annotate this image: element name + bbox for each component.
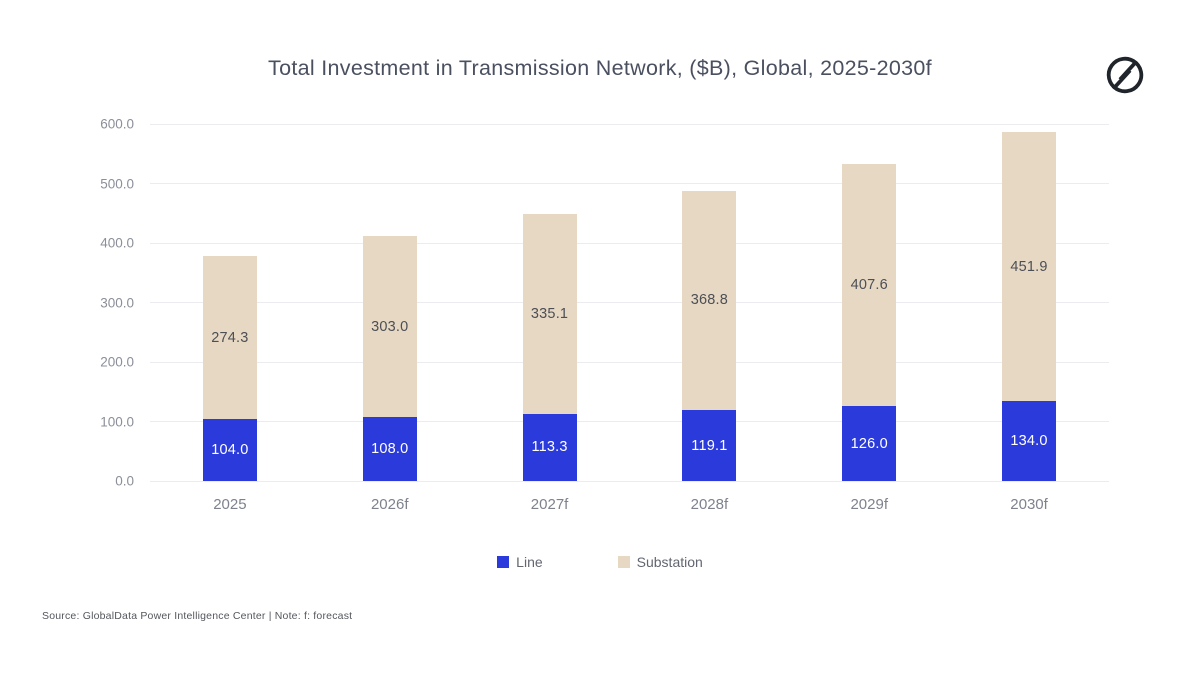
bar-segment-line-2029f: 126.0 xyxy=(842,406,897,481)
y-tick-label: 400.0 xyxy=(100,235,134,251)
bar-segment-substation-2029f: 407.6 xyxy=(842,163,897,407)
x-tick-label-2028f: 2028f xyxy=(690,496,729,513)
gridline-400 xyxy=(150,242,1109,244)
legend-item-substation: Substation xyxy=(617,554,703,570)
bar-segment-line-2025: 104.0 xyxy=(202,419,257,481)
bar-segment-line-2027f: 113.3 xyxy=(522,413,577,481)
x-tick-label-2025: 2025 xyxy=(213,496,247,513)
x-tick-label-2029f: 2029f xyxy=(850,496,888,513)
gridline-0 xyxy=(150,480,1109,482)
value-label-line-2029f: 126.0 xyxy=(850,435,888,452)
chart-legend: Line Substation xyxy=(0,554,1200,570)
value-label-line-2025: 104.0 xyxy=(211,442,249,459)
legend-item-line: Line xyxy=(497,554,543,570)
bar-segment-substation-2030f: 451.9 xyxy=(1002,132,1057,402)
value-label-substation-2029f: 407.6 xyxy=(850,276,888,293)
bar-2027f: 335.1 113.3 xyxy=(470,124,630,481)
value-label-line-2026f: 108.0 xyxy=(371,440,409,457)
bar-segment-substation-2027f: 335.1 xyxy=(522,214,577,414)
gridline-300 xyxy=(150,302,1109,303)
bars-container: 274.3 104.0 303.0 108.0 335.1 113.3 368.8 119.1… xyxy=(150,124,1109,481)
x-axis-labels: 2025 2026f 2027f 2028f 2029f 2030f xyxy=(150,496,1109,516)
bar-segment-line-2026f: 108.0 xyxy=(362,416,417,481)
x-tick-label-2030f: 2030f xyxy=(1010,496,1048,513)
value-label-line-2028f: 119.1 xyxy=(691,437,728,454)
gridline-100 xyxy=(150,421,1109,422)
bar-segment-substation-2028f: 368.8 xyxy=(682,190,737,411)
gridline-200 xyxy=(150,361,1109,363)
value-label-substation-2027f: 335.1 xyxy=(530,305,569,322)
value-label-line-2030f: 134.0 xyxy=(1010,433,1048,450)
bar-segment-substation-2025: 274.3 xyxy=(202,255,257,420)
bar-2029f: 407.6 126.0 xyxy=(789,124,949,481)
x-tick-label-2026f: 2026f xyxy=(370,496,409,513)
y-tick-label: 200.0 xyxy=(100,354,134,370)
y-tick-label: 0.0 xyxy=(115,473,134,489)
legend-label-substation: Substation xyxy=(636,554,703,570)
plot-area: 0.0 100.0 200.0 300.0 400.0 500.0 600.0 274.3 10… xyxy=(100,117,1109,489)
gridline-600 xyxy=(150,123,1109,125)
value-label-line-2027f: 113.3 xyxy=(531,439,568,456)
bar-segment-line-2028f: 119.1 xyxy=(682,410,737,481)
bar-2026f: 303.0 108.0 xyxy=(310,124,470,481)
globaldata-logo-icon xyxy=(1104,54,1146,96)
bar-2025: 274.3 104.0 xyxy=(150,124,310,481)
value-label-substation-2026f: 303.0 xyxy=(371,318,409,335)
legend-label-line: Line xyxy=(516,554,543,570)
chart-title: Total Investment in Transmission Network… xyxy=(268,56,932,80)
y-tick-label: 600.0 xyxy=(100,116,134,132)
gridline-500 xyxy=(150,183,1109,184)
value-label-substation-2025: 274.3 xyxy=(211,329,249,346)
legend-swatch-substation xyxy=(617,556,630,568)
legend-swatch-line xyxy=(497,556,510,568)
y-tick-label: 500.0 xyxy=(100,176,134,191)
x-tick-label-2027f: 2027f xyxy=(530,496,569,513)
y-tick-label: 300.0 xyxy=(100,295,134,310)
source-note: Source: GlobalData Power Intelligence Ce… xyxy=(42,610,353,622)
bar-segment-line-2030f: 134.0 xyxy=(1002,401,1057,481)
y-tick-label: 100.0 xyxy=(100,414,134,429)
value-label-substation-2028f: 368.8 xyxy=(690,292,729,309)
bar-segment-substation-2026f: 303.0 xyxy=(362,236,417,417)
bar-2030f: 451.9 134.0 xyxy=(949,124,1109,481)
value-label-substation-2030f: 451.9 xyxy=(1010,258,1048,275)
bar-2028f: 368.8 119.1 xyxy=(629,124,789,481)
